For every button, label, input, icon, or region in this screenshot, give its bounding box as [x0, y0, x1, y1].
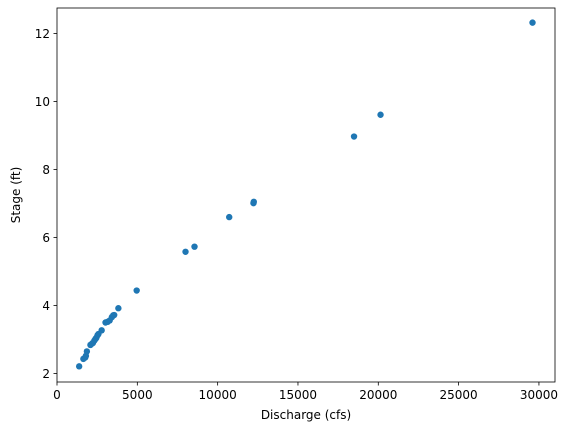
data-point [75, 363, 83, 370]
y-tick-label: 4 [42, 299, 50, 313]
x-tick-label: 10000 [199, 388, 237, 402]
data-point [133, 287, 140, 294]
data-point [110, 311, 118, 319]
y-tick-label: 12 [35, 27, 50, 41]
points-layer [75, 19, 536, 370]
x-tick-label: 20000 [359, 388, 397, 402]
data-point [191, 243, 198, 250]
x-tick-label: 5000 [122, 388, 153, 402]
data-point [529, 19, 536, 26]
x-axis-label: Discharge (cfs) [261, 408, 351, 422]
y-axis: 2 4 6 8 10 12 [35, 27, 57, 381]
x-tick-label: 15000 [279, 388, 317, 402]
plot-area [57, 8, 555, 382]
data-point [98, 327, 105, 334]
data-point [83, 348, 91, 355]
data-point [226, 213, 233, 221]
data-point [182, 248, 189, 255]
x-tick-label: 30000 [520, 388, 558, 402]
y-tick-label: 2 [42, 367, 50, 381]
data-point [115, 305, 122, 312]
y-tick-label: 10 [35, 95, 50, 109]
plot-frame [56, 7, 556, 383]
y-tick-label: 8 [42, 163, 50, 177]
data-point [250, 198, 257, 205]
y-axis-label: Stage (ft) [9, 167, 23, 224]
x-tick-label: 0 [53, 388, 61, 402]
data-point [377, 111, 384, 118]
y-tick-label: 6 [42, 231, 50, 245]
x-tick-label: 25000 [440, 388, 478, 402]
data-point [350, 133, 358, 140]
x-axis: 0 5000 10000 15000 20000 25000 30000 [53, 382, 558, 402]
